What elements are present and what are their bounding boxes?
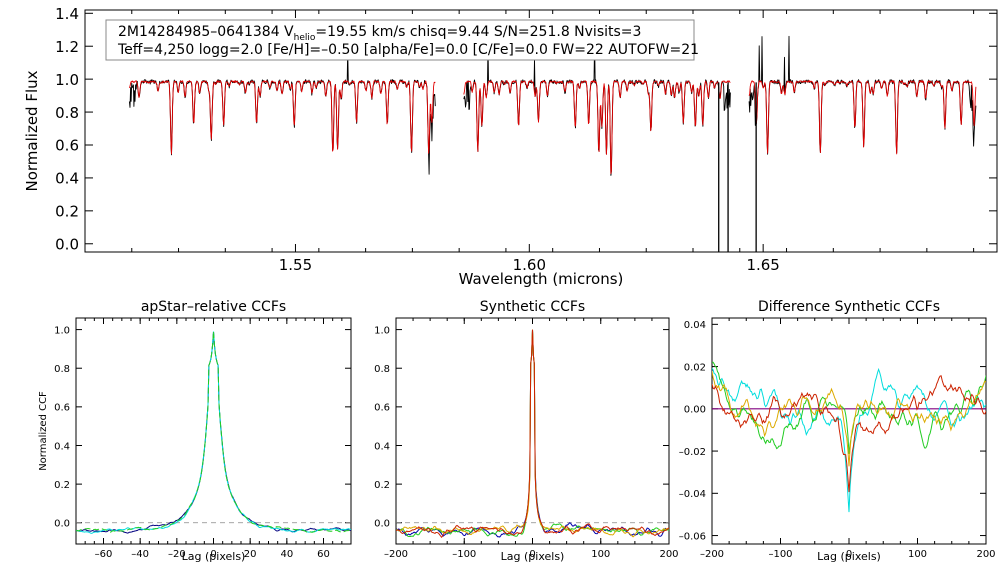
- velocity-subscript: helio: [294, 33, 316, 43]
- info-box: 2M14284985–0641384 Vhelio=19.55 km/s chi…: [105, 19, 699, 61]
- difference-ccf-xtick-label: 0: [846, 549, 852, 560]
- model-spectrum-segment: [463, 80, 731, 175]
- difference-ccf-ytick-label: 0.00: [684, 405, 706, 416]
- visit-3-ccf-line: [396, 329, 669, 538]
- spectrum-ytick-label: 0.4: [55, 170, 79, 188]
- info-line-1: 2M14284985–0641384 Vhelio=19.55 km/s chi…: [118, 24, 641, 43]
- apstar-ccf-ylabel: Normalized CCF: [38, 391, 49, 471]
- synthetic-ccf-axes: –200 –100 0 100 200 0.0 0.2 0.4 0.6 0.8 1.0 Lag (pi…: [374, 299, 678, 563]
- difference-ccf-ytick-label: 0.02: [684, 362, 706, 373]
- synthetic-ccf-ytick-label: 0.2: [374, 480, 390, 491]
- synthetic-ccf-xtick-label: –200: [384, 549, 408, 560]
- synthetic-ccf-xtick-label: 100: [591, 549, 610, 560]
- difference-ccf-ytick-label: 0.04: [684, 320, 706, 331]
- spectrum-xlabel: Wavelength (microns): [459, 270, 624, 288]
- difference-ccf-ytick-label: –0.04: [679, 489, 706, 500]
- synthetic-ccf-xtick-label: 200: [659, 549, 678, 560]
- apstar-ccf-ytick-label: 0.0: [54, 519, 70, 530]
- apstar-ccf-xlabel: Lag (pixels): [182, 550, 246, 563]
- synthetic-ccf-ytick-label: 0.8: [374, 364, 390, 375]
- apstar-ccf-axes: –60 –40 –20 0 20 40 60 0.0 0.2 0.4 0.6 0.8 1.0 Lag (p…: [38, 299, 352, 563]
- spectrum-axes: 1.55 1.60 1.65 0.0 0.2 0.4 0.6 0.8 1.0 1.2 1.4 Wave…: [23, 5, 998, 288]
- star-stats: =19.55 km/s chisq=9.44 S/N=251.8 Nvisits…: [315, 24, 641, 40]
- apstar-ccf-xtick-label: 40: [280, 549, 293, 560]
- spectrum-frame: [84, 9, 998, 253]
- star-id: 2M14284985–0641384: [118, 24, 284, 40]
- difference-ccf-ytick-label: –0.06: [679, 531, 706, 542]
- difference-ccf-xtick-label: –200: [700, 549, 724, 560]
- spectrum-xtick-label: 1.55: [279, 256, 312, 274]
- apstar-ccf-xtick-label: 0: [210, 549, 216, 560]
- apstar-ccf-xtick-label: 60: [317, 549, 330, 560]
- model-spectrum-segment: [748, 80, 977, 155]
- spectrum-ytick-label: 1.0: [55, 71, 79, 89]
- apstar-ccf-ytick-label: 0.2: [54, 480, 70, 491]
- spectrum-ytick-label: 1.4: [55, 5, 79, 23]
- difference-ccf-axes: –200 –100 0 100 200 –0.06 –0.04 –0.02 0.00 0.02 0.…: [679, 299, 996, 563]
- synthetic-ccf-xlabel: Lag (pixels): [501, 550, 565, 563]
- synthetic-ccf-xtick-label: 0: [529, 549, 535, 560]
- velocity-symbol: V: [284, 24, 294, 40]
- spectrum-ylabel: Normalized Flux: [23, 70, 41, 191]
- info-box-frame: [105, 19, 695, 61]
- difference-ccf-ytick-label: –0.02: [679, 447, 706, 458]
- synthetic-ccf-ytick-label: 1.0: [374, 325, 390, 336]
- apstar-ccf-xtick-label: 20: [244, 549, 257, 560]
- difference-ccf-lines: [712, 361, 986, 513]
- info-line-2: Teff=4,250 logg=2.0 [Fe/H]=–0.50 [alpha/…: [117, 42, 699, 58]
- visit-1-difference-line: [712, 367, 986, 513]
- apstar-ccf-xtick-label: –60: [95, 549, 113, 560]
- visit-3-ccf-line: [76, 331, 351, 533]
- difference-ccf-xlabel: Lag (pixels): [817, 550, 881, 563]
- model-spectrum-segment: [128, 80, 436, 155]
- synthetic-ccf-ytick-label: 0.6: [374, 403, 390, 414]
- spectrum-ytick-label: 0.0: [55, 235, 79, 253]
- combined-ccf-line: [396, 329, 669, 538]
- apstar-ccf-ytick-label: 0.4: [54, 441, 70, 452]
- spectrum-ytick-label: 0.2: [55, 203, 79, 221]
- visit-3-difference-line: [712, 371, 986, 467]
- apstar-ccf-ytick-label: 0.8: [54, 364, 70, 375]
- apstar-ccf-title: apStar–relative CCFs: [141, 299, 286, 315]
- synthetic-ccf-ytick-label: 0.0: [374, 519, 390, 530]
- visit-1-ccf-line: [396, 329, 669, 538]
- difference-ccf-xtick-label: 100: [908, 549, 927, 560]
- observed-spectrum-segment: [128, 48, 436, 175]
- visit-1-ccf-line: [76, 331, 351, 534]
- apstar-ccf-ytick-label: 1.0: [54, 325, 70, 336]
- synthetic-ccf-ytick-label: 0.4: [374, 441, 390, 452]
- observed-spectrum-segment: [463, 41, 731, 176]
- synthetic-ccf-lines: [396, 329, 669, 538]
- apstar-ccf-lines: [76, 331, 351, 534]
- spectrum-ytick-label: 1.2: [55, 38, 79, 56]
- visit-2-ccf-line: [396, 329, 669, 538]
- difference-ccf-title: Difference Synthetic CCFs: [758, 299, 940, 315]
- synthetic-ccf-frame: [395, 317, 670, 545]
- spectrum-ytick-label: 0.6: [55, 137, 79, 155]
- visit-2-ccf-line: [76, 331, 351, 534]
- apstar-ccf-xtick-label: –20: [168, 549, 186, 560]
- spectrum-xtick-label: 1.65: [746, 256, 779, 274]
- apstar-ccf-xtick-label: –40: [131, 549, 149, 560]
- spectrum-ytick-label: 0.8: [55, 104, 79, 122]
- visit-4-difference-line: [712, 375, 986, 493]
- apstar-ccf-ytick-label: 0.6: [54, 403, 70, 414]
- synthetic-ccf-xtick-label: –100: [452, 549, 476, 560]
- spectrum-xtick-label: 1.60: [513, 256, 546, 274]
- synthetic-ccf-title: Synthetic CCFs: [480, 299, 585, 315]
- spectrum-lines: [128, 35, 977, 252]
- visit-2-difference-line: [712, 361, 986, 454]
- difference-ccf-xtick-label: –100: [768, 549, 792, 560]
- apstar-ccf-frame: [75, 317, 352, 545]
- difference-ccf-xtick-label: 200: [976, 549, 995, 560]
